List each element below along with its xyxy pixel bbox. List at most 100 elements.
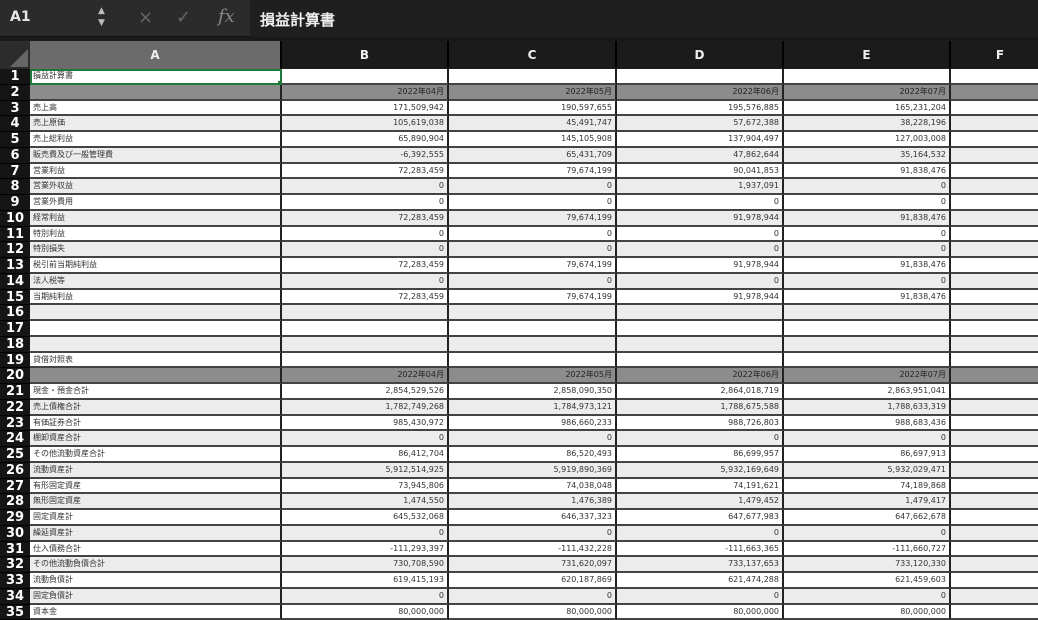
cell-value[interactable] <box>784 352 951 369</box>
row-header[interactable]: 21 <box>0 384 30 400</box>
cell-value[interactable]: 190,597,655 <box>449 100 617 117</box>
row-header[interactable]: 30 <box>0 525 30 542</box>
cell-label[interactable]: 有形固定資産 <box>30 478 282 495</box>
cell-label[interactable]: 繰延資産計 <box>30 525 282 542</box>
cell-value[interactable]: 730,708,590 <box>282 557 449 573</box>
cell-value[interactable]: 2022年04月 <box>282 368 449 384</box>
cell-value[interactable]: 0 <box>282 525 449 542</box>
cell-value[interactable] <box>951 478 1038 495</box>
cell-value[interactable] <box>951 336 1038 353</box>
cell-value[interactable]: 2022年04月 <box>282 84 449 101</box>
cell-value[interactable]: 1,474,550 <box>282 494 449 510</box>
cell-label[interactable] <box>30 305 282 321</box>
cell-value[interactable]: 45,491,747 <box>449 116 617 132</box>
cell-value[interactable]: 0 <box>784 179 951 195</box>
cell-value[interactable]: 0 <box>784 242 951 258</box>
cell-value[interactable]: 86,699,957 <box>617 447 784 463</box>
cell-label[interactable]: 法人税等 <box>30 273 282 290</box>
cell-value[interactable] <box>951 352 1038 369</box>
cell-value[interactable]: 1,479,417 <box>784 494 951 510</box>
cell-value[interactable]: 73,945,806 <box>282 478 449 495</box>
cell-value[interactable]: 86,697,913 <box>784 447 951 463</box>
cell-value[interactable]: 5,912,514,925 <box>282 462 449 479</box>
cell-value[interactable]: 1,937,091 <box>617 179 784 195</box>
cell-value[interactable]: 86,412,704 <box>282 447 449 463</box>
cell-value[interactable]: 145,105,908 <box>449 132 617 148</box>
cell-value[interactable] <box>951 384 1038 400</box>
cell-value[interactable]: 0 <box>617 588 784 605</box>
cell-value[interactable]: 0 <box>617 226 784 243</box>
cell-value[interactable] <box>449 321 617 337</box>
cell-label[interactable]: 損益計算書 <box>30 69 282 85</box>
row-header[interactable]: 1 <box>0 69 30 85</box>
cell-label[interactable]: その他流動資産合計 <box>30 447 282 463</box>
row-header[interactable]: 7 <box>0 163 30 180</box>
cell-value[interactable]: 1,788,675,588 <box>617 399 784 416</box>
cell-value[interactable] <box>784 305 951 321</box>
cell-value[interactable] <box>449 305 617 321</box>
cell-value[interactable] <box>449 352 617 369</box>
cell-value[interactable]: 72,283,459 <box>282 163 449 180</box>
cell-value[interactable]: 621,459,603 <box>784 573 951 589</box>
cell-label[interactable] <box>30 336 282 353</box>
row-header[interactable]: 10 <box>0 210 30 227</box>
cell-value[interactable] <box>951 588 1038 605</box>
cell-value[interactable] <box>951 242 1038 258</box>
cell-value[interactable] <box>951 226 1038 243</box>
row-header[interactable]: 17 <box>0 321 30 337</box>
cell-value[interactable]: 0 <box>449 242 617 258</box>
cell-value[interactable]: 171,509,942 <box>282 100 449 117</box>
cell-value[interactable]: 731,620,097 <box>449 557 617 573</box>
cell-label[interactable]: 現金・預金合計 <box>30 384 282 400</box>
cell-value[interactable]: 90,041,853 <box>617 163 784 180</box>
cell-value[interactable] <box>951 494 1038 510</box>
cell-value[interactable] <box>951 305 1038 321</box>
cell-value[interactable] <box>951 321 1038 337</box>
cell-label[interactable]: 流動負債計 <box>30 573 282 589</box>
cell-value[interactable]: 5,932,169,649 <box>617 462 784 479</box>
cell-value[interactable] <box>951 258 1038 274</box>
cell-value[interactable]: 2,863,951,041 <box>784 384 951 400</box>
cell-label[interactable]: 売上総利益 <box>30 132 282 148</box>
cell-value[interactable] <box>951 573 1038 589</box>
cell-value[interactable]: 80,000,000 <box>784 604 951 620</box>
cell-value[interactable] <box>951 195 1038 211</box>
cell-label[interactable]: 仕入債務合計 <box>30 541 282 558</box>
cell-value[interactable] <box>617 321 784 337</box>
formula-input[interactable]: 損益計算書 <box>250 0 1038 37</box>
cell-value[interactable] <box>951 415 1038 432</box>
row-header[interactable]: 4 <box>0 116 30 132</box>
cell-value[interactable] <box>951 84 1038 101</box>
row-header[interactable]: 22 <box>0 399 30 416</box>
cell-value[interactable] <box>282 336 449 353</box>
cell-value[interactable]: 1,476,389 <box>449 494 617 510</box>
cell-value[interactable] <box>617 69 784 85</box>
cell-value[interactable]: 0 <box>617 195 784 211</box>
cell-value[interactable]: -111,660,727 <box>784 541 951 558</box>
cell-value[interactable]: 91,838,476 <box>784 258 951 274</box>
cell-value[interactable]: 733,120,330 <box>784 557 951 573</box>
cell-label[interactable]: 売上原価 <box>30 116 282 132</box>
column-header-e[interactable]: E <box>784 41 951 69</box>
row-header[interactable]: 29 <box>0 510 30 526</box>
cell-value[interactable] <box>784 321 951 337</box>
row-header[interactable]: 24 <box>0 431 30 447</box>
cell-value[interactable]: 0 <box>784 525 951 542</box>
cell-value[interactable] <box>951 116 1038 132</box>
cell-value[interactable]: 0 <box>282 273 449 290</box>
cell-label[interactable]: 売上債権合計 <box>30 399 282 416</box>
cell-value[interactable]: 91,838,476 <box>784 163 951 180</box>
cell-label[interactable]: 営業外費用 <box>30 195 282 211</box>
cell-value[interactable] <box>951 399 1038 416</box>
cell-label[interactable]: 当期純利益 <box>30 289 282 306</box>
cell-value[interactable] <box>282 321 449 337</box>
cell-value[interactable]: 2022年05月 <box>449 84 617 101</box>
cell-value[interactable]: 620,187,869 <box>449 573 617 589</box>
cell-label[interactable]: 有価証券合計 <box>30 415 282 432</box>
cell-value[interactable]: 0 <box>784 588 951 605</box>
cell-label[interactable]: 固定資産計 <box>30 510 282 526</box>
row-header[interactable]: 13 <box>0 258 30 274</box>
cell-value[interactable] <box>951 510 1038 526</box>
row-header[interactable]: 35 <box>0 604 30 620</box>
cell-value[interactable]: 619,415,193 <box>282 573 449 589</box>
